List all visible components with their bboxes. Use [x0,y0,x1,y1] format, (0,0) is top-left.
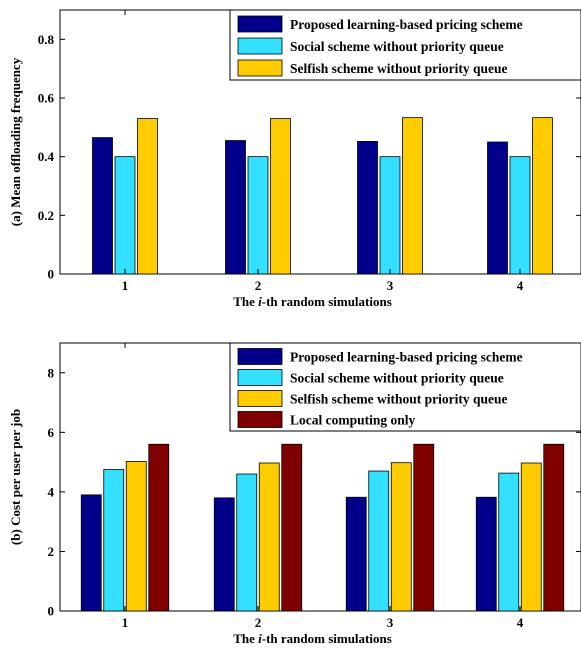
bar [413,443,435,612]
y-tick-label: 0.6 [38,91,55,106]
x-axis-label-italic: i [258,631,262,646]
bar [225,140,246,275]
bar [80,494,102,612]
bar [487,141,508,275]
x-axis-label: The i-th random simulations [233,631,392,646]
legend-swatch [237,348,283,365]
legend-swatch [237,37,283,55]
y-tick-label: 6 [48,425,55,440]
bar [281,443,303,612]
legend-label: Proposed learning-based pricing scheme [290,17,523,32]
x-axis-label-suffix: -th random simulations [262,631,392,646]
bar [498,472,520,612]
legend-box [229,9,581,81]
legend-swatch [237,369,283,386]
bar [357,141,378,275]
legend-label: Proposed learning-based pricing scheme [290,350,523,365]
legend-swatch [237,390,283,407]
chart-panel-a: 0 0.2 0.4 0.6 0.8 1 2 3 4 The i-th random simulat… [8,9,581,309]
bar [247,156,269,275]
bar [345,496,367,612]
x-tick-label: 1 [122,278,129,293]
bar [103,469,125,612]
y-tick-label: 4 [48,484,55,499]
bar [92,137,113,275]
bar [509,156,531,275]
x-axis-label-italic: i [258,294,262,309]
bar [137,118,158,275]
y-axis-label: (b) Cost per user per job [8,409,23,545]
y-tick-label: 0.2 [38,208,54,223]
bar [236,473,258,612]
y-tick-label: 0.4 [38,149,55,164]
legend-label: Selfish scheme without priority queue [290,392,508,407]
x-tick-label: 4 [517,278,524,293]
bar [475,496,497,612]
x-tick-label: 2 [255,615,262,630]
x-axis-label-prefix: The [233,294,258,309]
legend-label: Selfish scheme without priority queue [290,61,508,76]
legend-label: Social scheme without priority queue [290,371,504,386]
bar [402,117,423,275]
x-axis-label-suffix: -th random simulations [262,294,392,309]
y-tick-label: 0.8 [38,32,55,47]
y-axis-label: (a) Mean offloading frequency [8,57,23,226]
legend-swatch [237,411,283,428]
y-tick-label: 0 [48,604,55,619]
legend-label: Social scheme without priority queue [290,39,504,54]
y-tick-label: 0 [48,267,55,282]
y-tick-label: 2 [48,544,55,559]
bar [148,443,170,612]
x-tick-label: 4 [517,615,524,630]
x-tick-label: 3 [387,278,394,293]
legend-swatch [237,59,283,77]
legend-swatch [237,15,283,33]
bar [543,443,565,612]
x-axis-label: The i-th random simulations [233,294,392,309]
bar [258,462,280,612]
x-axis-label-prefix: The [233,631,258,646]
bar [532,117,553,275]
bar [390,462,412,612]
bar [125,461,147,612]
bar [114,156,136,275]
legend-label: Local computing only [290,413,416,428]
chart-panel-b: 0 2 4 6 8 1 2 3 4 The i-th random simulations (b) … [8,342,581,646]
y-tick-label: 8 [48,365,55,380]
x-tick-label: 3 [387,615,394,630]
bar [213,497,235,612]
x-tick-label: 1 [122,615,129,630]
bar [270,118,291,275]
bar [368,470,390,612]
bar [520,462,542,612]
legend-box [229,342,581,432]
x-tick-label: 2 [255,278,262,293]
bar [379,156,401,275]
